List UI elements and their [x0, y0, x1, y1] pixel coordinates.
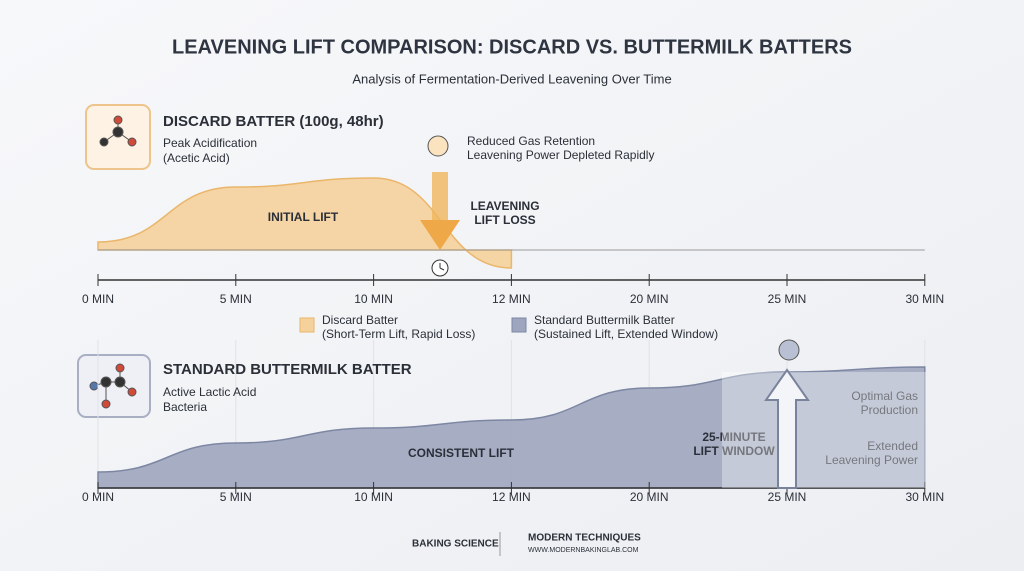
legend-label: Standard Buttermilk Batter: [534, 313, 675, 327]
molecule-icon: [99, 115, 137, 147]
page-subtitle: Analysis of Fermentation-Derived Leaveni…: [352, 71, 671, 86]
panel-subtitle: (Acetic Acid): [163, 151, 230, 165]
page-title: LEAVENING LIFT COMPARISON: DISCARD VS. B…: [172, 36, 852, 58]
legend-swatch: [299, 317, 315, 333]
x-tick-label: 0 MIN: [82, 490, 114, 504]
legend-label: (Sustained Lift, Extended Window): [534, 327, 718, 341]
molecule-icon: [89, 363, 137, 409]
legend-swatch: [511, 317, 527, 333]
panel-subtitle: Peak Acidification: [163, 136, 257, 150]
legend-label: (Short-Term Lift, Rapid Loss): [322, 327, 475, 341]
annotation: 25-MINUTE: [702, 430, 765, 444]
window-arrow: [722, 339, 926, 489]
area: [97, 177, 513, 269]
footer-right: MODERN TECHNIQUES: [528, 533, 641, 544]
x-tick-label: 12 MIN: [492, 490, 531, 504]
x-tick-label: 12 MIN: [492, 292, 531, 306]
x-tick-label: 10 MIN: [354, 490, 393, 504]
footer-left: BAKING SCIENCE: [412, 539, 499, 550]
annotation: Production: [861, 403, 918, 417]
loss-arrow: [420, 135, 460, 277]
annotation: LEAVENING: [470, 199, 539, 213]
footer-url: WWW.MODERNBAKINGLAB.COM: [528, 547, 639, 554]
annotation: CONSISTENT LIFT: [408, 446, 515, 460]
x-tick-label: 30 MIN: [905, 292, 944, 306]
x-tick-label: 0 MIN: [82, 292, 114, 306]
annotation: Extended: [867, 439, 918, 453]
annotation: Reduced Gas Retention: [467, 134, 595, 148]
plots: Discard Batter(Short-Term Lift, Rapid Lo…: [82, 113, 944, 504]
annotation: Leavening Power Depleted Rapidly: [467, 148, 654, 162]
x-tick-label: 30 MIN: [905, 490, 944, 504]
legend-label: Discard Batter: [322, 313, 398, 327]
x-tick-label: 5 MIN: [220, 490, 252, 504]
annotation: LIFT LOSS: [474, 213, 535, 227]
area: [97, 366, 926, 489]
x-tick-label: 20 MIN: [630, 490, 669, 504]
panel-title: STANDARD BUTTERMILK BATTER: [163, 361, 412, 378]
panel-title: DISCARD BATTER (100g, 48hr): [163, 113, 384, 130]
annotation: INITIAL LIFT: [268, 210, 339, 224]
icon-box: [77, 354, 151, 418]
annotation: Leavening Power: [825, 453, 918, 467]
annotation: Optimal Gas: [851, 389, 918, 403]
x-tick-label: 5 MIN: [220, 292, 252, 306]
x-tick-label: 20 MIN: [630, 292, 669, 306]
panel-subtitle: Active Lactic Acid: [163, 385, 256, 399]
x-tick-label: 25 MIN: [768, 292, 807, 306]
panel-subtitle: Bacteria: [163, 400, 207, 414]
annotation: LIFT WINDOW: [693, 444, 775, 458]
x-tick-label: 25 MIN: [768, 490, 807, 504]
x-tick-label: 10 MIN: [354, 292, 393, 306]
